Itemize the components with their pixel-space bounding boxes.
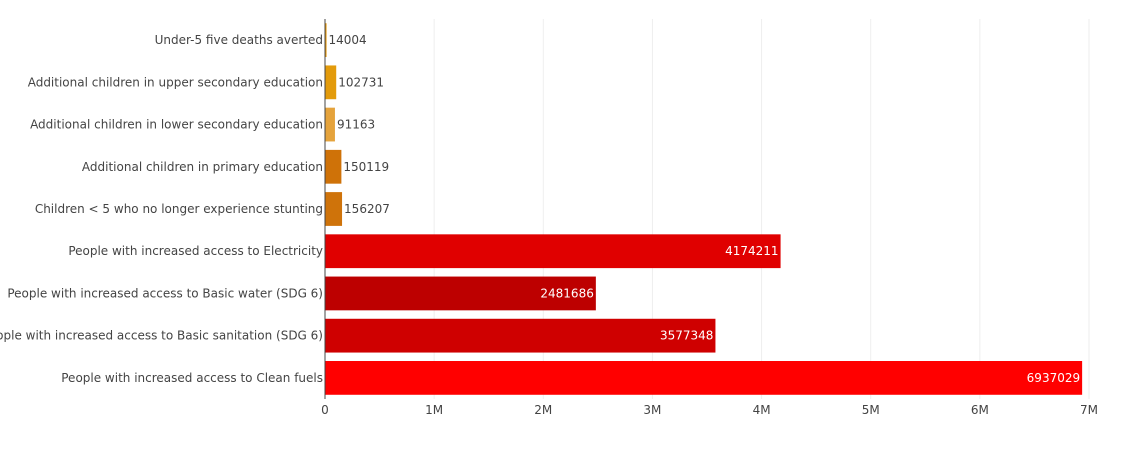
data-label: 102731	[338, 75, 384, 89]
data-label: 156207	[344, 202, 390, 216]
value-labels: 14004 102731 91163 150119 156207 4174211 24816…	[329, 33, 1081, 385]
data-label: 4174211	[725, 244, 778, 258]
x-tick-label: 0	[321, 403, 329, 417]
y-tick-label: People with increased access to Basic sa…	[0, 329, 323, 343]
y-tick-label: Under-5 five deaths averted	[155, 33, 323, 47]
data-label: 2481686	[540, 286, 593, 300]
x-axis-ticks: 0 1M 2M 3M 4M 5M 6M 7M	[321, 403, 1098, 417]
x-tick-label: 2M	[534, 403, 552, 417]
bar[interactable]	[325, 318, 716, 353]
bar[interactable]	[325, 234, 781, 269]
y-tick-label: Additional children in lower secondary e…	[30, 118, 323, 132]
y-tick-label: People with increased access to Electric…	[68, 244, 323, 258]
bar[interactable]	[325, 23, 327, 57]
x-tick-label: 4M	[753, 403, 771, 417]
bar[interactable]	[325, 149, 342, 184]
y-tick-label: Children < 5 who no longer experience st…	[35, 202, 323, 216]
y-axis-labels: Under-5 five deaths averted Additional ch…	[0, 33, 323, 385]
data-label: 14004	[329, 33, 367, 47]
bar[interactable]	[325, 276, 596, 311]
x-tick-label: 3M	[643, 403, 661, 417]
x-tick-label: 6M	[971, 403, 989, 417]
y-tick-label: People with increased access to Basic wa…	[7, 286, 323, 300]
grid-lines	[433, 19, 1090, 399]
bars	[325, 23, 1083, 395]
data-label: 150119	[343, 160, 389, 174]
x-tick-label: 1M	[425, 403, 443, 417]
bar[interactable]	[325, 107, 335, 142]
y-tick-label: Additional children in upper secondary e…	[28, 75, 323, 89]
data-label: 6937029	[1027, 371, 1080, 385]
x-tick-label: 7M	[1080, 403, 1098, 417]
bar[interactable]	[325, 65, 337, 100]
y-tick-label: Additional children in primary education	[82, 160, 323, 174]
data-label: 3577348	[660, 329, 713, 343]
bar[interactable]	[325, 192, 343, 226]
y-tick-label: People with increased access to Clean fu…	[61, 371, 323, 385]
data-label: 91163	[337, 118, 375, 132]
bar[interactable]	[325, 361, 1083, 395]
x-tick-label: 5M	[862, 403, 880, 417]
